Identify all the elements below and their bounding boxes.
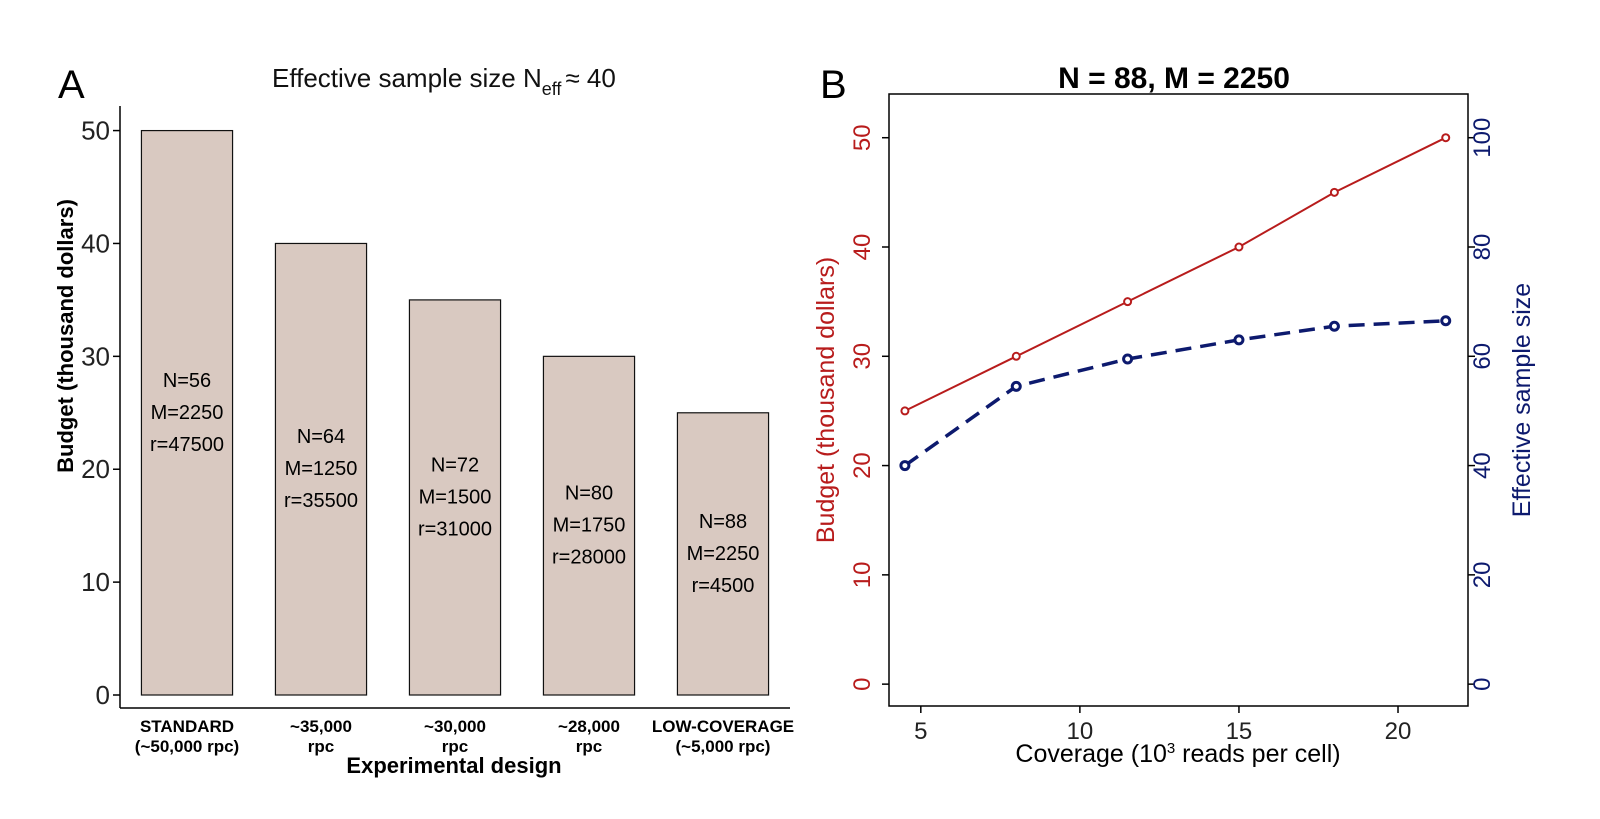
chart-a-category-label: STANDARD xyxy=(140,717,234,736)
chart-a-bar-label: N=72 xyxy=(431,454,479,476)
chart-a-bar-label: r=28000 xyxy=(552,547,626,569)
chart-a-bar-label: r=31000 xyxy=(418,518,492,540)
chart-a-bar xyxy=(408,299,502,696)
chart-b-left-y-axis-label: Budget (thousand dollars) xyxy=(812,257,840,543)
chart-b-budget-point xyxy=(900,406,910,416)
chart-b-left-y-ticks: 0 10 20 30 40 50 xyxy=(849,124,889,691)
chart-a-y-tick-label: 40 xyxy=(81,228,110,258)
chart-a-y-ticks: 0 10 20 30 40 50 xyxy=(81,116,120,710)
chart-a-y-tick-label: 0 xyxy=(96,680,110,710)
chart-a-bar-label: N=64 xyxy=(297,426,345,448)
chart-a-bar-label: M=1250 xyxy=(285,458,358,480)
chart-a-bar xyxy=(542,355,636,696)
chart-a-bars xyxy=(140,129,770,696)
chart-a-category-label: rpc xyxy=(308,737,334,756)
panel-a: A Effective sample size Neff ≈ 40 0 10 20 30… xyxy=(53,63,794,778)
chart-a-category-label: ~35,000 xyxy=(290,717,352,736)
chart-b-x-tick-label: 20 xyxy=(1385,718,1412,745)
chart-b-budget-point xyxy=(1329,187,1339,197)
chart-b-right-y-tick-label: 60 xyxy=(1469,343,1496,370)
chart-a-category-label: LOW-COVERAGE xyxy=(652,717,794,736)
chart-b-series xyxy=(899,133,1452,472)
chart-b-title: N = 88, M = 2250 xyxy=(1058,62,1290,95)
chart-b-right-y-tick-label: 0 xyxy=(1469,677,1496,690)
chart-b-x-ticks: 5 10 15 20 xyxy=(914,706,1411,745)
chart-a-bar-label: M=2250 xyxy=(687,543,760,565)
chart-b-x-axis-label: Coverage (103 reads per cell) xyxy=(1015,740,1340,768)
chart-b-plot-frame xyxy=(888,93,1469,707)
chart-b-right-y-axis-label: Effective sample size xyxy=(1508,283,1536,517)
chart-a-bar xyxy=(140,129,234,696)
chart-b-ess-point xyxy=(1122,353,1134,365)
chart-a-x-axis-label: Experimental design xyxy=(346,753,561,778)
chart-b-ess-point xyxy=(1328,320,1340,332)
chart-b-right-y-tick-label: 20 xyxy=(1469,562,1496,589)
chart-a-category-label: rpc xyxy=(576,737,602,756)
chart-a-bar-label: N=80 xyxy=(565,483,613,505)
chart-a-bar-label: r=47500 xyxy=(150,434,224,456)
chart-b-budget-point xyxy=(1441,133,1451,143)
chart-a-y-tick-label: 20 xyxy=(81,454,110,484)
chart-a-bar-label: M=1750 xyxy=(553,515,626,537)
panel-b: B N = 88, M = 2250 5 10 15 20 0 10 20 30 40 50 0… xyxy=(812,62,1536,768)
chart-a-bar-label: N=88 xyxy=(699,511,747,533)
chart-b-budget-line xyxy=(904,136,1447,412)
chart-b-x-tick-label: 10 xyxy=(1067,718,1094,745)
chart-a-bar xyxy=(676,412,770,696)
chart-a-bar-label: N=56 xyxy=(163,370,211,392)
chart-b-ess-point xyxy=(899,460,911,472)
chart-b-left-y-tick-label: 30 xyxy=(849,343,876,370)
chart-a-bar-label: r=35500 xyxy=(284,490,358,512)
chart-b-ess-line xyxy=(903,319,1446,468)
chart-a-category-label: ~30,000 xyxy=(424,717,486,736)
chart-a-y-tick-label: 50 xyxy=(81,116,110,146)
chart-b-budget-point xyxy=(1123,297,1133,307)
chart-b-right-y-ticks: 0 20 40 60 80 100 xyxy=(1468,118,1496,691)
chart-b-left-y-tick-label: 40 xyxy=(849,234,876,261)
chart-a-bar-label: r=4500 xyxy=(692,575,755,597)
chart-b-right-y-tick-label: 100 xyxy=(1469,118,1496,158)
chart-b-budget-point xyxy=(1011,351,1021,361)
chart-b-left-y-tick-label: 50 xyxy=(849,124,876,151)
chart-b-budget-point xyxy=(1234,242,1244,252)
chart-a-category-labels: STANDARD(~50,000 rpc)~35,000rpc~30,000rp… xyxy=(135,717,794,756)
chart-a-category-label: (~50,000 rpc) xyxy=(135,737,239,756)
chart-a-category-label: rpc xyxy=(442,737,468,756)
chart-a-category-label: ~28,000 xyxy=(558,717,620,736)
chart-a-bar-labels: N=56 M=2250 r=47500 N=64 M=1250 r=35500 N=72 M=… xyxy=(150,370,759,597)
chart-b-ess-point xyxy=(1010,380,1022,392)
panel-letter-b: B xyxy=(820,63,847,107)
chart-a-category-label: (~5,000 rpc) xyxy=(676,737,771,756)
panel-letter-a: A xyxy=(58,63,85,107)
chart-b-ess-point xyxy=(1440,315,1452,327)
chart-b-left-y-tick-label: 20 xyxy=(849,452,876,479)
chart-a-bar xyxy=(274,242,368,696)
chart-b-x-tick-label: 15 xyxy=(1226,718,1253,745)
chart-a-y-axis-label: Budget (thousand dollars) xyxy=(53,199,78,473)
chart-b-right-y-tick-label: 80 xyxy=(1469,234,1496,261)
chart-a-y-tick-label: 30 xyxy=(81,341,110,371)
chart-b-left-y-tick-label: 0 xyxy=(849,677,876,690)
chart-a-y-tick-label: 10 xyxy=(81,567,110,597)
chart-b-ess-point xyxy=(1233,334,1245,346)
chart-a-bar-label: M=2250 xyxy=(151,402,224,424)
chart-b-left-y-tick-label: 10 xyxy=(849,562,876,589)
chart-a-bar-label: M=1500 xyxy=(419,486,492,508)
chart-b-x-tick-label: 5 xyxy=(914,718,927,745)
chart-a-title: Effective sample size Neff ≈ 40 xyxy=(272,63,616,99)
chart-b-right-y-tick-label: 40 xyxy=(1469,452,1496,479)
